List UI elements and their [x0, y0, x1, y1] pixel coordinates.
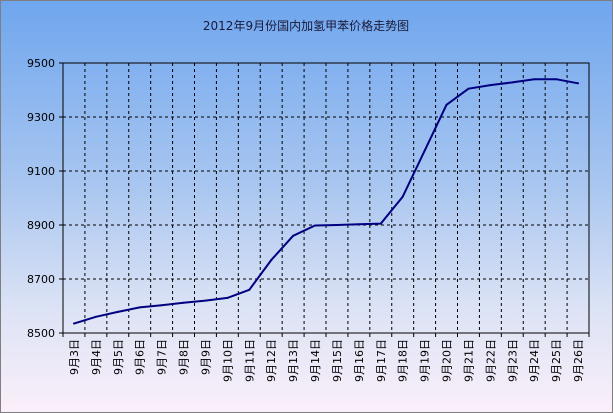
x-tick-label: 9月15日 — [331, 339, 344, 382]
data-point — [357, 223, 360, 226]
x-tick-label: 9月26日 — [572, 339, 585, 382]
x-tick-label: 9月6日 — [134, 339, 147, 375]
axis-ticks: 8500 8700 8900 9100 9300 9500 9月3日 9月4日 9月5日 9月6日… — [27, 57, 590, 382]
x-tick-label: 9月23日 — [506, 339, 519, 382]
chart-title: 2012年9月份国内加氢甲苯价格走势图 — [203, 18, 409, 33]
x-tick-label: 9月13日 — [287, 339, 300, 382]
data-point — [314, 224, 317, 227]
x-tick-label: 9月24日 — [528, 339, 541, 382]
y-tick-label: 8900 — [27, 219, 55, 232]
y-tick-label: 8500 — [27, 327, 55, 340]
data-point — [423, 149, 426, 152]
grid-lines — [63, 63, 589, 333]
x-tick-label: 9月9日 — [199, 339, 212, 375]
x-tick-label: 9月14日 — [309, 339, 322, 382]
data-point — [204, 299, 207, 302]
x-tick-label: 9月18日 — [397, 339, 410, 382]
x-tick-label: 9月22日 — [484, 339, 497, 382]
data-point — [445, 103, 448, 106]
data-point — [72, 322, 75, 325]
data-point — [379, 222, 382, 225]
x-tick-label: 9月21日 — [462, 339, 475, 382]
price-series-line — [73, 78, 579, 325]
y-tick-label: 8700 — [27, 273, 55, 286]
x-tick-label: 9月3日 — [68, 339, 81, 375]
x-tick-label: 9月5日 — [112, 339, 125, 375]
data-point — [511, 81, 514, 84]
series-layer — [72, 78, 580, 325]
data-point — [160, 304, 163, 307]
x-tick-label: 9月16日 — [353, 339, 366, 382]
x-tick-label: 9月17日 — [375, 339, 388, 382]
y-tick-label: 9500 — [27, 57, 55, 70]
data-point — [401, 195, 404, 198]
x-tick-label: 9月25日 — [550, 339, 563, 382]
data-point — [467, 87, 470, 90]
data-point — [577, 82, 580, 85]
x-tick-label: 9月4日 — [90, 339, 103, 375]
x-tick-label: 9月11日 — [243, 339, 256, 382]
x-tick-label: 9月7日 — [156, 339, 169, 375]
y-tick-label: 9300 — [27, 111, 55, 124]
data-point — [555, 78, 558, 81]
data-point — [138, 306, 141, 309]
x-tick-label: 9月20日 — [441, 339, 454, 382]
data-point — [116, 310, 119, 313]
data-point — [270, 259, 273, 262]
y-tick-label: 9100 — [27, 165, 55, 178]
data-point — [292, 234, 295, 237]
x-tick-label: 9月19日 — [419, 339, 432, 382]
data-point — [533, 78, 536, 81]
data-point — [335, 224, 338, 226]
x-tick-label: 9月8日 — [178, 339, 191, 375]
data-point — [226, 296, 229, 299]
data-point — [489, 84, 492, 87]
x-tick-label: 9月10日 — [221, 339, 234, 382]
data-point — [248, 288, 251, 291]
data-point — [182, 301, 185, 304]
data-point — [94, 315, 97, 318]
x-tick-label: 9月12日 — [265, 339, 278, 382]
